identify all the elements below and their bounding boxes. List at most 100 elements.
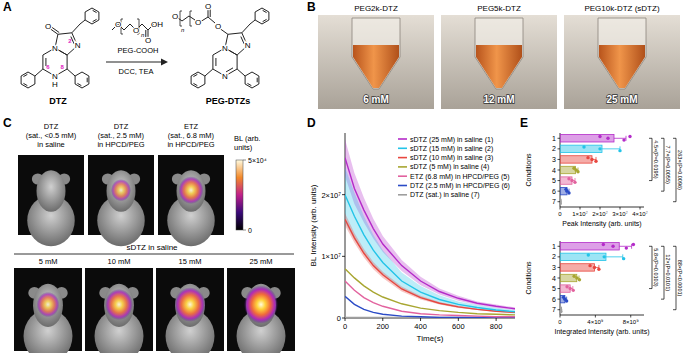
- group-line: [14, 254, 294, 255]
- tube: [598, 18, 646, 89]
- annotation: 5.8×(P=0.0103): [653, 248, 659, 286]
- legend-swatch: [398, 194, 407, 196]
- image-title: (sat., 6.8 mM): [168, 131, 215, 140]
- mouse-image: [14, 268, 82, 353]
- legend-swatch: [398, 185, 407, 187]
- x-tick: [560, 315, 561, 318]
- x-tick: [580, 207, 581, 210]
- legend-label: sDTZ (10 mM) in saline (3): [410, 154, 493, 162]
- group-title: sDTZ in saline: [126, 243, 178, 252]
- tube-title: PEG5k-DTZ: [477, 4, 521, 13]
- data-point: [567, 177, 570, 180]
- atom-label: O: [45, 22, 51, 31]
- ring: [21, 72, 35, 88]
- category-label: 5: [552, 285, 556, 292]
- bar: [560, 264, 594, 271]
- bond: [208, 17, 215, 23]
- y-tick-label: 2×10⁷: [321, 191, 341, 200]
- y-tick: [558, 170, 561, 171]
- bond: [67, 69, 75, 76]
- category-label: 3: [552, 264, 556, 271]
- bl-signal: [37, 292, 60, 317]
- atom-label: N: [245, 41, 251, 50]
- colorbar-tick-label: 5×10⁴: [248, 157, 267, 164]
- reagent-name: PEG-COOH: [118, 46, 159, 55]
- series-line: [345, 219, 515, 312]
- y-tick-label: 1×10⁷: [321, 252, 341, 261]
- error-band: [345, 139, 515, 310]
- bar: [560, 243, 619, 250]
- significance-bracket: [649, 246, 652, 288]
- colorbar: [236, 160, 243, 230]
- colorbar-tick-label: 0: [248, 227, 252, 234]
- y-tick: [558, 309, 561, 310]
- atom-label: O: [133, 26, 139, 35]
- bond: [221, 29, 228, 34]
- bond: [263, 19, 267, 21]
- y-tick: [558, 299, 561, 300]
- category-label: 4: [552, 275, 556, 282]
- data-point: [565, 299, 568, 302]
- bond: [250, 20, 255, 24]
- legend-swatch: [398, 138, 407, 140]
- significance-bracket: [661, 246, 664, 299]
- mouse-image: [88, 155, 154, 246]
- bond: [200, 17, 208, 22]
- x-tick-label: 1×10⁷: [572, 211, 588, 217]
- image-title: in saline: [37, 140, 65, 149]
- x-axis: [560, 315, 644, 316]
- bracket: [180, 11, 192, 26]
- bar: [560, 156, 592, 163]
- legend-swatch: [398, 166, 407, 168]
- x-tick-label: 400: [414, 322, 427, 331]
- mouse-image: [85, 268, 153, 353]
- legend-label: DTZ (2.5 mM) in HPCD/PEG (6): [410, 182, 510, 190]
- panel-label: E: [520, 116, 528, 130]
- image-title: 25 mM: [250, 257, 273, 266]
- legend-swatch: [398, 157, 407, 159]
- solution: [353, 45, 399, 88]
- mouse-head: [33, 284, 63, 327]
- bond: [182, 16, 189, 21]
- mouse-image: [158, 155, 224, 246]
- y-tick: [558, 246, 561, 247]
- y-axis-title: Conditions: [525, 153, 532, 187]
- bond: [52, 27, 59, 32]
- bond: [193, 74, 197, 76]
- category-label: 5: [552, 177, 556, 184]
- bond: [193, 83, 197, 85]
- x-tick-label: 8×10⁹: [623, 319, 640, 325]
- position-number: 6: [46, 64, 50, 70]
- bar: [560, 145, 602, 152]
- tube-title: PEG2k-DTZ: [354, 4, 398, 13]
- x-tick-label: 4×10⁷: [632, 211, 648, 217]
- x-axis-title: Time(s): [417, 334, 444, 343]
- x-tick-label: 600: [452, 322, 465, 331]
- atom-label: O: [195, 18, 201, 27]
- atom-label: N: [222, 72, 228, 81]
- data-point: [587, 253, 590, 256]
- x-tick: [496, 318, 497, 321]
- atom-label: O: [115, 20, 121, 29]
- data-point: [606, 137, 609, 140]
- bond: [87, 78, 88, 83]
- bl-signal: [244, 285, 278, 323]
- bond: [23, 83, 27, 85]
- image-title: (sat., 2.5 mM): [98, 131, 145, 140]
- bl-signal: [178, 176, 203, 204]
- data-point: [622, 138, 625, 141]
- atom-label: O: [172, 12, 178, 21]
- data-point: [568, 287, 571, 290]
- data-point: [576, 170, 579, 173]
- y-tick: [342, 194, 345, 195]
- error-bar: [602, 146, 620, 151]
- annotation: 12×(P=0.0101): [665, 254, 671, 291]
- bar: [560, 177, 572, 184]
- legend-swatch: [398, 148, 407, 150]
- figure: ABCDEONNNH268OOOnONNNDTZPEG-DTZsnOOOOHPE…: [0, 0, 687, 353]
- data-point: [573, 181, 576, 184]
- data-point: [602, 243, 605, 246]
- mouse-image: [227, 268, 295, 353]
- x-tick: [560, 207, 561, 210]
- data-point: [603, 255, 606, 258]
